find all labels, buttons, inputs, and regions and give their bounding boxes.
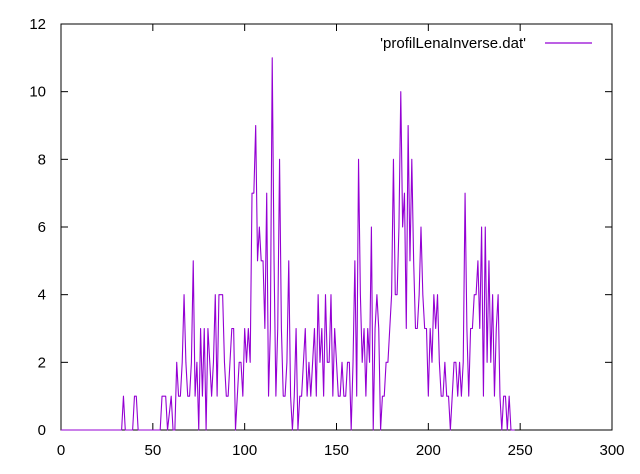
y-tick-label: 0 bbox=[38, 422, 46, 439]
y-tick-label: 2 bbox=[38, 354, 46, 371]
x-tick-label: 200 bbox=[416, 442, 441, 459]
y-tick-label: 8 bbox=[38, 151, 46, 168]
x-tick-label: 50 bbox=[144, 442, 161, 459]
y-tick-label: 4 bbox=[38, 287, 46, 304]
x-tick-label: 300 bbox=[599, 442, 624, 459]
legend-label: 'profilLenaInverse.dat' bbox=[380, 35, 526, 52]
y-tick-label: 12 bbox=[29, 16, 46, 33]
x-tick-label: 100 bbox=[232, 442, 257, 459]
series-layer bbox=[61, 57, 515, 431]
y-axis: 0 2 4 6 8 10 12 bbox=[29, 16, 612, 439]
y-tick-label: 6 bbox=[38, 219, 46, 236]
series-line bbox=[61, 57, 515, 431]
x-tick-label: 250 bbox=[508, 442, 533, 459]
x-tick-label: 0 bbox=[57, 442, 65, 459]
y-tick-label: 10 bbox=[29, 84, 46, 101]
x-tick-label: 150 bbox=[324, 442, 349, 459]
legend: 'profilLenaInverse.dat' bbox=[380, 35, 592, 52]
x-axis: 0 50 100 150 200 250 300 bbox=[57, 24, 625, 459]
